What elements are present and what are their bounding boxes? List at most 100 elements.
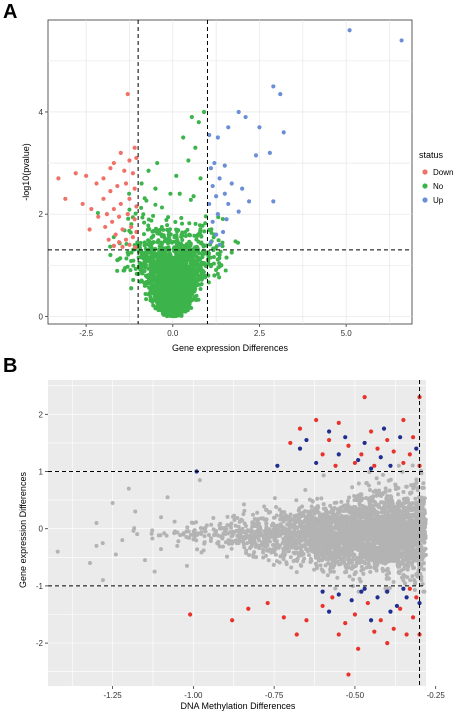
cloud-point [140,262,145,267]
data-point [219,263,224,268]
cloud-point [411,486,416,491]
cloud-point [206,228,211,233]
cloud-point [158,304,163,309]
cloud-point [182,283,187,288]
cloud-point [131,258,136,263]
cloud-point [356,481,361,486]
cloud-point [252,550,257,555]
data-point [224,255,229,260]
cloud-point [233,523,238,528]
data-point [125,91,130,97]
cloud-point [173,267,178,272]
cloud-point [251,512,256,517]
cloud-point [133,266,138,271]
y-tick-label: 4 [39,108,44,117]
cloud-point [408,490,413,495]
cloud-point [153,269,158,274]
cloud-point [264,521,269,526]
cloud-point [301,559,306,564]
cloud-point [188,233,193,238]
cloud-point [208,539,213,544]
legend-label: Down [433,168,453,177]
cloud-point [208,264,213,269]
cloud-point [339,513,344,518]
cloud-point [350,485,355,490]
cloud-point [180,303,185,308]
cloud-point [142,232,147,237]
cloud-point [252,538,257,543]
data-point [94,181,99,186]
cloud-point [142,243,147,248]
cloud-point [151,255,156,260]
cloud-point [196,256,201,261]
cloud-point [165,223,170,228]
volcano-dense-cloud [95,191,240,319]
cloud-point [165,304,170,309]
cloud-point [203,263,208,268]
cloud-point [141,212,146,217]
cloud-point [421,481,426,486]
data-point [207,132,212,138]
cloud-point [288,555,293,560]
cloud-point [271,562,276,567]
cloud-point [282,510,287,515]
cloud-point [420,500,425,505]
cloud-point [342,503,347,508]
cloud-point [338,562,343,567]
cloud-point [167,289,172,294]
cloud-point [157,271,162,276]
cloud-point [159,224,164,229]
data-point [201,109,207,115]
cloud-point [178,260,183,265]
cloud-point [146,281,151,286]
cloud-point [391,580,396,585]
data-point [229,181,234,186]
cloud-point [154,277,159,282]
data-point [399,38,404,43]
cloud-point [257,527,262,532]
panel-b-letter: B [3,355,17,377]
data-point [240,186,245,191]
cloud-point [183,230,188,235]
cloud-point [187,239,192,244]
cloud-point [201,548,206,553]
methylation-dense-cloud [55,463,428,594]
data-point [120,244,125,249]
cloud-point [159,242,164,247]
volcano-threshold-lines [48,20,412,324]
data-point [257,125,262,130]
cloud-point [148,266,153,271]
cloud-point [374,491,379,496]
cloud-point [309,504,314,509]
data-point [63,196,68,201]
cloud-point [401,578,406,583]
cloud-point [187,289,192,294]
cloud-point [247,553,252,558]
data-point [118,201,123,207]
cloud-point [115,268,120,273]
data-point [208,240,214,245]
cloud-point [240,526,245,531]
cloud-point [366,483,371,488]
cloud-point [215,271,220,276]
cloud-point [334,512,339,517]
cloud-point [195,234,200,239]
cloud-point [221,544,226,549]
data-point [214,194,219,199]
cloud-point [159,205,164,210]
cloud-point [408,578,413,583]
cloud-point [185,273,190,278]
cloud-point [193,221,198,226]
x-tick-label: 2.5 [254,329,266,338]
data-point [87,227,92,232]
cloud-point [150,299,155,304]
cloud-point [164,253,169,258]
cloud-point [237,519,242,524]
cloud-point [150,282,155,287]
data-point [146,168,151,173]
cloud-point [197,277,202,282]
cloud-point [412,588,417,593]
cloud-point [150,528,155,533]
cloud-point [164,245,169,250]
